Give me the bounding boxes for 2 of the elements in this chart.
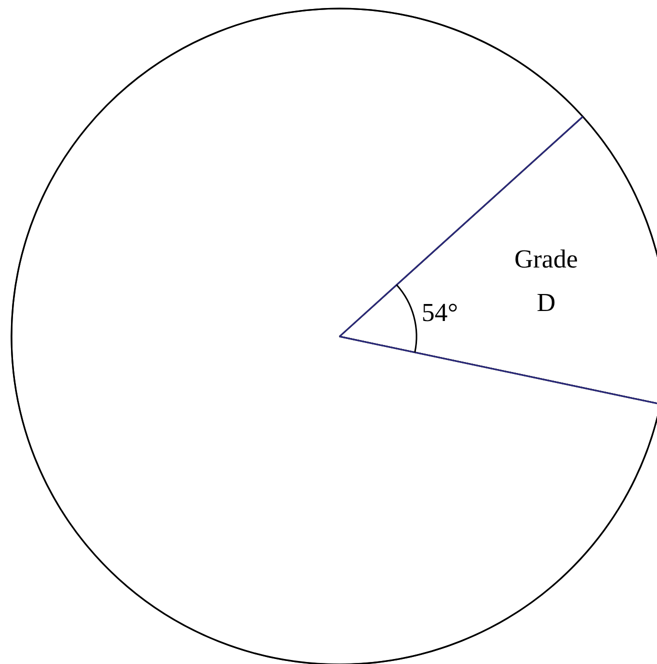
slice-label: Grade D [514, 244, 578, 317]
text: 54° [422, 298, 458, 327]
